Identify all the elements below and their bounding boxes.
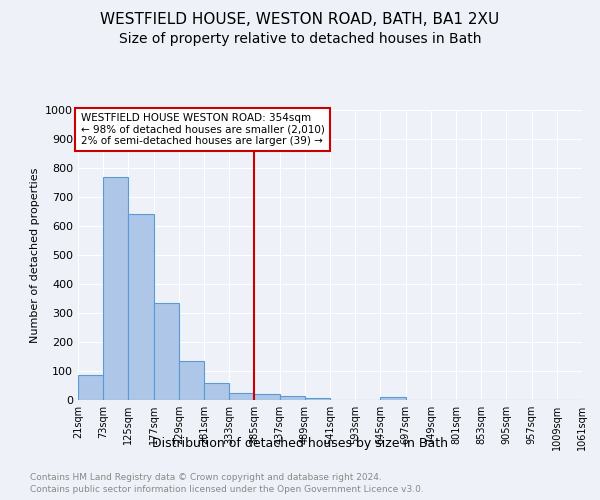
Bar <box>154 303 179 400</box>
Bar <box>305 398 330 400</box>
Text: Size of property relative to detached houses in Bath: Size of property relative to detached ho… <box>119 32 481 46</box>
Text: WESTFIELD HOUSE WESTON ROAD: 354sqm
← 98% of detached houses are smaller (2,010): WESTFIELD HOUSE WESTON ROAD: 354sqm ← 98… <box>80 113 325 146</box>
Bar <box>229 393 254 400</box>
Bar <box>254 394 280 400</box>
Bar <box>78 376 103 400</box>
Text: WESTFIELD HOUSE, WESTON ROAD, BATH, BA1 2XU: WESTFIELD HOUSE, WESTON ROAD, BATH, BA1 … <box>100 12 500 28</box>
Text: Distribution of detached houses by size in Bath: Distribution of detached houses by size … <box>152 438 448 450</box>
Bar <box>128 214 154 400</box>
Bar <box>280 396 305 400</box>
Bar <box>204 382 229 400</box>
Y-axis label: Number of detached properties: Number of detached properties <box>29 168 40 342</box>
Text: Contains HM Land Registry data © Crown copyright and database right 2024.: Contains HM Land Registry data © Crown c… <box>30 472 382 482</box>
Bar <box>380 396 406 400</box>
Text: Contains public sector information licensed under the Open Government Licence v3: Contains public sector information licen… <box>30 485 424 494</box>
Bar <box>103 176 128 400</box>
Bar <box>179 361 204 400</box>
